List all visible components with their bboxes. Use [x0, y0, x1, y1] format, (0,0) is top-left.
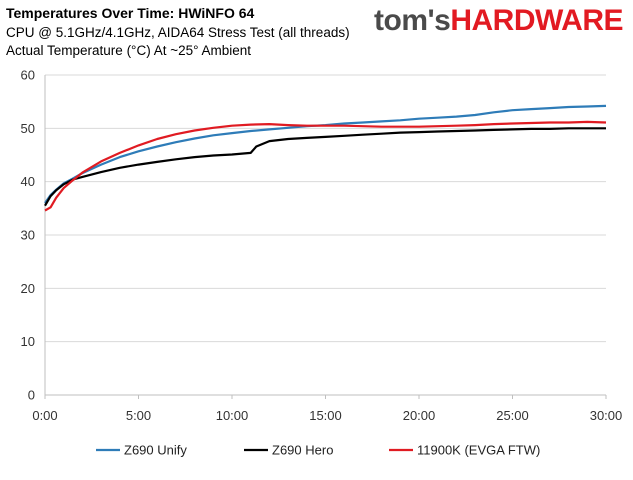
x-tick-label: 25:00	[496, 408, 529, 423]
series-line-z690-hero	[44, 127, 606, 207]
x-tick-label: 15:00	[309, 408, 342, 423]
toms-hardware-logo: tom'sHARDWARE	[374, 4, 623, 38]
chart-subtitle-cpu: CPU @ 5.1GHz/4.1GHz, AIDA64 Stress Test …	[6, 25, 350, 40]
x-tick-label: 5:00	[126, 408, 151, 423]
chart-title: Temperatures Over Time: HWiNFO 64	[6, 5, 255, 21]
y-tick-label: 20	[21, 281, 35, 296]
legend-label-11900k-evga-ftw: 11900K (EVGA FTW)	[417, 443, 540, 458]
y-tick-label: 40	[21, 174, 35, 189]
series-line-11900k-evga-ftw	[44, 120, 607, 212]
y-tick-label: 0	[28, 388, 35, 403]
logo-text-toms: tom's	[374, 4, 451, 37]
series-line-z690-unify	[44, 104, 607, 204]
x-tick-label: 20:00	[403, 408, 436, 423]
legend-label-z690-hero: Z690 Hero	[272, 443, 333, 458]
x-tick-label: 0:00	[32, 408, 57, 423]
logo-text-hardware: HARDWARE	[450, 4, 623, 37]
chart-subtitle-temperature: Actual Temperature (°C) At ~25° Ambient	[6, 43, 252, 58]
y-tick-label: 10	[21, 334, 35, 349]
y-tick-label: 60	[21, 68, 35, 83]
legend-label-z690-unify: Z690 Unify	[124, 443, 187, 458]
y-tick-label: 30	[21, 228, 35, 243]
y-tick-label: 50	[21, 121, 35, 136]
x-tick-label: 30:00	[590, 408, 623, 423]
x-tick-label: 10:00	[216, 408, 249, 423]
